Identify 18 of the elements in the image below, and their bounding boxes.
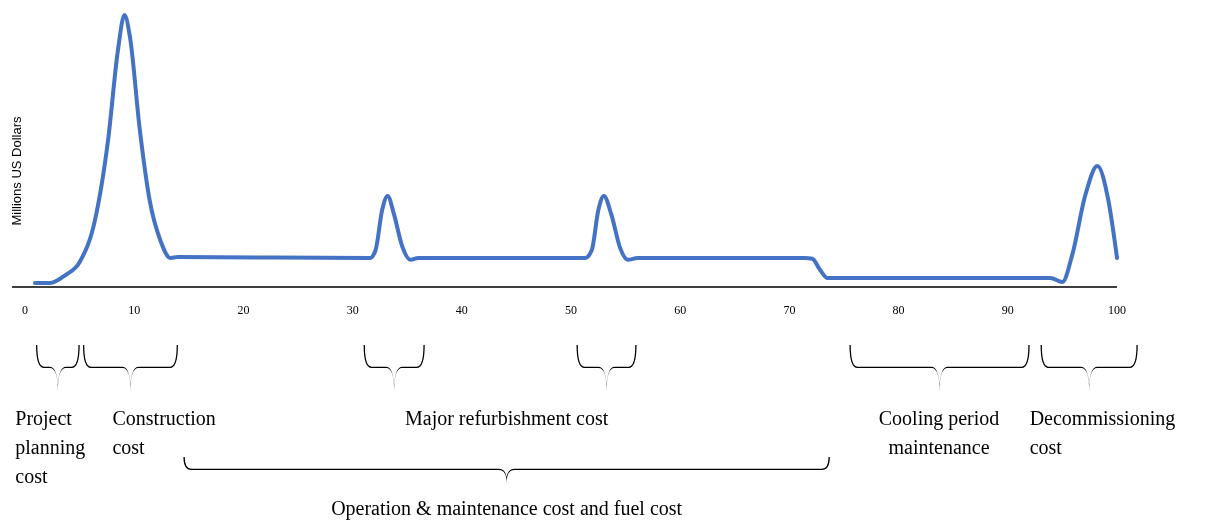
x-tick-label: 10 — [128, 303, 141, 317]
x-tick-label: 50 — [565, 303, 578, 317]
x-tick-label: 0 — [22, 303, 29, 317]
x-tick-label: 40 — [455, 303, 468, 317]
text: Decommissioning cost — [1029, 407, 1176, 458]
x-tick-label: 70 — [783, 303, 796, 317]
text: Major refurbishment cost — [404, 407, 609, 430]
text: Construction cost — [112, 407, 216, 458]
x-tick-label: 80 — [892, 303, 905, 317]
x-tick-label: 30 — [346, 303, 359, 317]
text: Cooling period maintenance — [878, 407, 1000, 458]
x-tick-label: 60 — [674, 303, 687, 317]
text: Operation & maintenance cost and fuel cost — [331, 497, 683, 520]
x-tick-label: 100 — [1108, 303, 1126, 317]
x-tick-label: 90 — [1001, 303, 1014, 317]
text: Project planning cost — [15, 407, 86, 487]
x-tick-label: 20 — [237, 303, 250, 317]
y-axis-title: Millions US Dollars — [9, 115, 24, 226]
